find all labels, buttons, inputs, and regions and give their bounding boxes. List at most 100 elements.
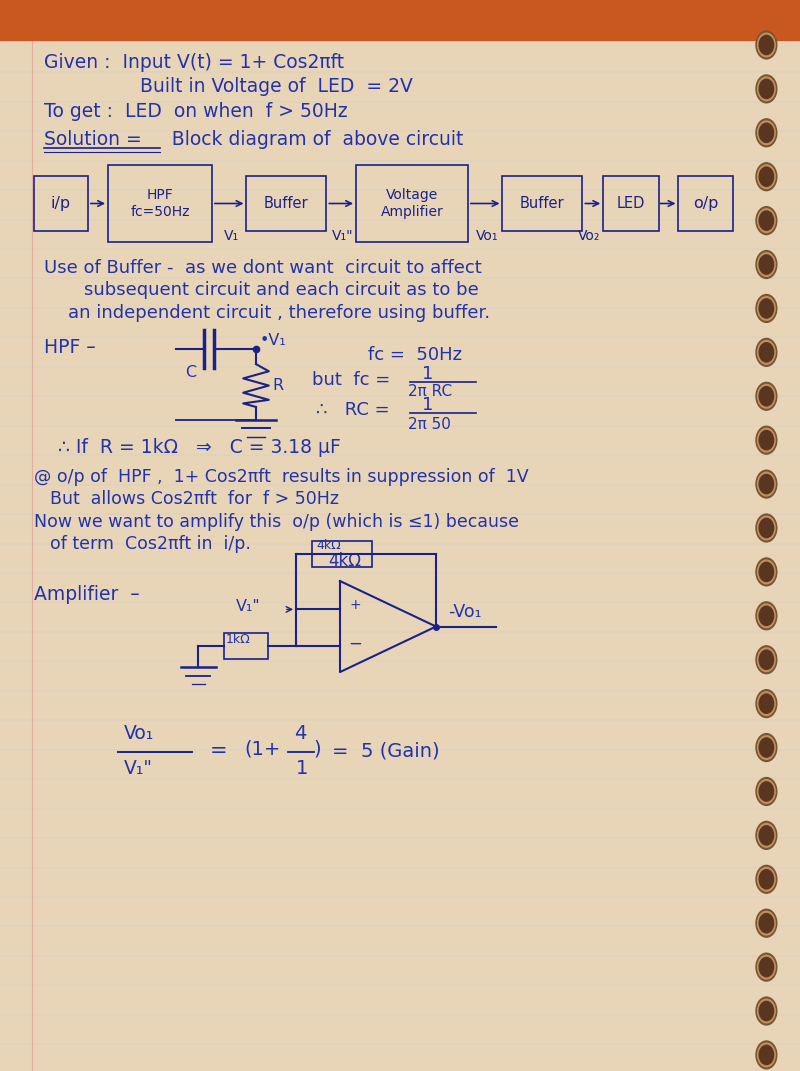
Text: Vo₂: Vo₂ <box>578 228 600 243</box>
Text: HPF –: HPF – <box>44 337 96 357</box>
Text: =: = <box>210 741 227 761</box>
Text: =  5 (Gain): = 5 (Gain) <box>332 742 440 760</box>
Circle shape <box>756 514 777 542</box>
Circle shape <box>756 382 777 410</box>
Text: Vo₁: Vo₁ <box>476 228 498 243</box>
Text: Solution =     Block diagram of  above circuit: Solution = Block diagram of above circui… <box>44 130 463 149</box>
Circle shape <box>758 955 775 979</box>
Circle shape <box>758 384 775 408</box>
Circle shape <box>756 119 777 147</box>
Circle shape <box>759 518 774 538</box>
Text: LED: LED <box>617 196 646 211</box>
Circle shape <box>756 909 777 937</box>
Circle shape <box>756 558 777 586</box>
Text: (1+: (1+ <box>244 740 280 758</box>
Text: subsequent circuit and each circuit as to be: subsequent circuit and each circuit as t… <box>84 282 478 299</box>
Circle shape <box>759 914 774 933</box>
Circle shape <box>756 646 777 674</box>
Text: 1: 1 <box>296 759 308 779</box>
Circle shape <box>758 736 775 759</box>
Text: •V₁: •V₁ <box>260 333 286 348</box>
Circle shape <box>759 431 774 450</box>
Text: Amplifier  –: Amplifier – <box>34 585 139 604</box>
Circle shape <box>756 734 777 761</box>
Text: 2π 50: 2π 50 <box>408 417 451 432</box>
Text: Use of Buffer -  as we dont want  circuit to affect: Use of Buffer - as we dont want circuit … <box>44 259 482 276</box>
Text: Now we want to amplify this  o/p (which is ≤1) because: Now we want to amplify this o/p (which i… <box>34 513 518 530</box>
Circle shape <box>758 780 775 803</box>
Bar <box>224 633 268 659</box>
Text: HPF
fc=50Hz: HPF fc=50Hz <box>130 188 190 218</box>
Circle shape <box>756 295 777 322</box>
Circle shape <box>758 341 775 364</box>
Circle shape <box>759 255 774 274</box>
Circle shape <box>758 209 775 232</box>
Circle shape <box>758 472 775 496</box>
Text: C: C <box>186 365 197 380</box>
Circle shape <box>758 648 775 672</box>
Circle shape <box>759 79 774 99</box>
Circle shape <box>758 560 775 584</box>
Text: fc =  50Hz: fc = 50Hz <box>368 346 462 363</box>
Circle shape <box>756 602 777 630</box>
Circle shape <box>758 253 775 276</box>
Circle shape <box>756 163 777 191</box>
Circle shape <box>756 251 777 278</box>
Text: V₁": V₁" <box>124 759 153 779</box>
Circle shape <box>756 778 777 805</box>
Circle shape <box>758 1043 775 1067</box>
Circle shape <box>756 865 777 893</box>
Circle shape <box>759 870 774 889</box>
Bar <box>502 176 582 231</box>
Circle shape <box>759 782 774 801</box>
Circle shape <box>759 343 774 362</box>
Circle shape <box>758 33 775 57</box>
Text: V₁: V₁ <box>224 228 238 243</box>
Circle shape <box>758 868 775 891</box>
Circle shape <box>758 297 775 320</box>
Circle shape <box>759 562 774 582</box>
Text: V₁": V₁" <box>331 228 354 243</box>
Circle shape <box>758 165 775 188</box>
Text: R: R <box>272 378 283 393</box>
Text: −: − <box>348 635 362 652</box>
Text: Vo₁: Vo₁ <box>124 724 154 743</box>
Text: To get :  LED  on when  f > 50Hz: To get : LED on when f > 50Hz <box>44 102 348 121</box>
Text: ∴   RC =: ∴ RC = <box>316 402 390 419</box>
Bar <box>246 176 326 231</box>
Circle shape <box>758 77 775 101</box>
Text: but  fc =: but fc = <box>312 372 390 389</box>
Circle shape <box>756 690 777 718</box>
Circle shape <box>758 911 775 935</box>
Circle shape <box>759 957 774 977</box>
Circle shape <box>758 428 775 452</box>
Text: Buffer: Buffer <box>520 196 565 211</box>
Circle shape <box>758 604 775 628</box>
Text: Built in Voltage of  LED  = 2V: Built in Voltage of LED = 2V <box>140 77 413 96</box>
Circle shape <box>756 470 777 498</box>
Circle shape <box>758 824 775 847</box>
Text: Given :  Input V(t) = 1+ Cos2πft: Given : Input V(t) = 1+ Cos2πft <box>44 52 344 72</box>
Circle shape <box>756 1041 777 1069</box>
Text: of term  Cos2πft in  i/p.: of term Cos2πft in i/p. <box>50 536 250 553</box>
Circle shape <box>759 387 774 406</box>
Circle shape <box>759 167 774 186</box>
Circle shape <box>759 474 774 494</box>
Circle shape <box>758 692 775 715</box>
Circle shape <box>756 338 777 366</box>
Circle shape <box>759 650 774 669</box>
Circle shape <box>758 121 775 145</box>
Text: -Vo₁: -Vo₁ <box>448 603 482 620</box>
Circle shape <box>759 606 774 625</box>
Text: 4kΩ: 4kΩ <box>316 539 341 553</box>
Text: an independent circuit , therefore using buffer.: an independent circuit , therefore using… <box>68 304 490 321</box>
Circle shape <box>756 997 777 1025</box>
Text: 4kΩ: 4kΩ <box>328 553 361 570</box>
Text: ): ) <box>314 740 322 758</box>
Bar <box>34 176 88 231</box>
Circle shape <box>756 207 777 235</box>
Text: 1: 1 <box>422 365 434 382</box>
Text: ∴ If  R = 1kΩ   ⇒   C = 3.18 μF: ∴ If R = 1kΩ ⇒ C = 3.18 μF <box>58 438 341 457</box>
Text: Voltage
Amplifier: Voltage Amplifier <box>381 188 443 218</box>
Text: @ o/p of  HPF ,  1+ Cos2πft  results in suppression of  1V: @ o/p of HPF , 1+ Cos2πft results in sup… <box>34 468 528 485</box>
